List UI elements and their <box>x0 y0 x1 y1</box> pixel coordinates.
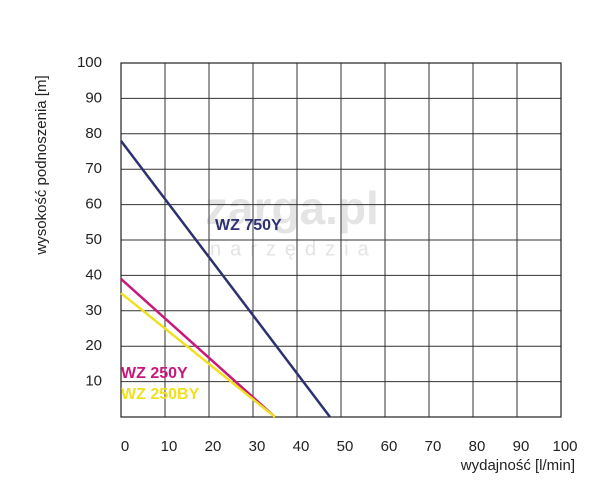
series-label: WZ 250Y <box>121 365 188 382</box>
y-tick-label: 80 <box>85 125 102 142</box>
watermark: zarga.pl <box>205 182 379 234</box>
x-tick-label: 20 <box>205 438 222 455</box>
y-tick-label: 60 <box>85 196 102 213</box>
x-tick-label: 60 <box>381 438 398 455</box>
x-tick-label: 40 <box>293 438 310 455</box>
y-axis-label: wysokość podnoszenia [m] <box>33 75 50 255</box>
x-axis-label: wydajność [l/min] <box>460 457 575 474</box>
x-tick-label: 50 <box>337 438 354 455</box>
x-tick-label: 0 <box>121 438 129 455</box>
x-tick-label: 10 <box>161 438 178 455</box>
series-line <box>120 292 276 418</box>
watermark: narzędzia <box>210 238 378 260</box>
x-tick-label: 70 <box>425 438 442 455</box>
series-line <box>120 140 331 418</box>
y-tick-label: 40 <box>85 266 102 283</box>
y-tick-label: 70 <box>85 160 102 177</box>
series-label: WZ 750Y <box>215 217 282 234</box>
series-label: WZ 250BY <box>121 386 200 403</box>
series-line <box>120 278 276 418</box>
y-tick-label: 10 <box>85 373 102 390</box>
x-tick-label: 30 <box>249 438 266 455</box>
y-tick-label: 20 <box>85 337 102 354</box>
y-tick-label: 30 <box>85 302 102 319</box>
y-tick-label: 100 <box>77 54 102 71</box>
plot-frame <box>120 62 562 418</box>
x-tick-label: 80 <box>469 438 486 455</box>
x-tick-label: 100 <box>552 438 577 455</box>
y-tick-label: 50 <box>85 231 102 248</box>
x-tick-label: 90 <box>513 438 530 455</box>
y-tick-label: 90 <box>85 89 102 106</box>
